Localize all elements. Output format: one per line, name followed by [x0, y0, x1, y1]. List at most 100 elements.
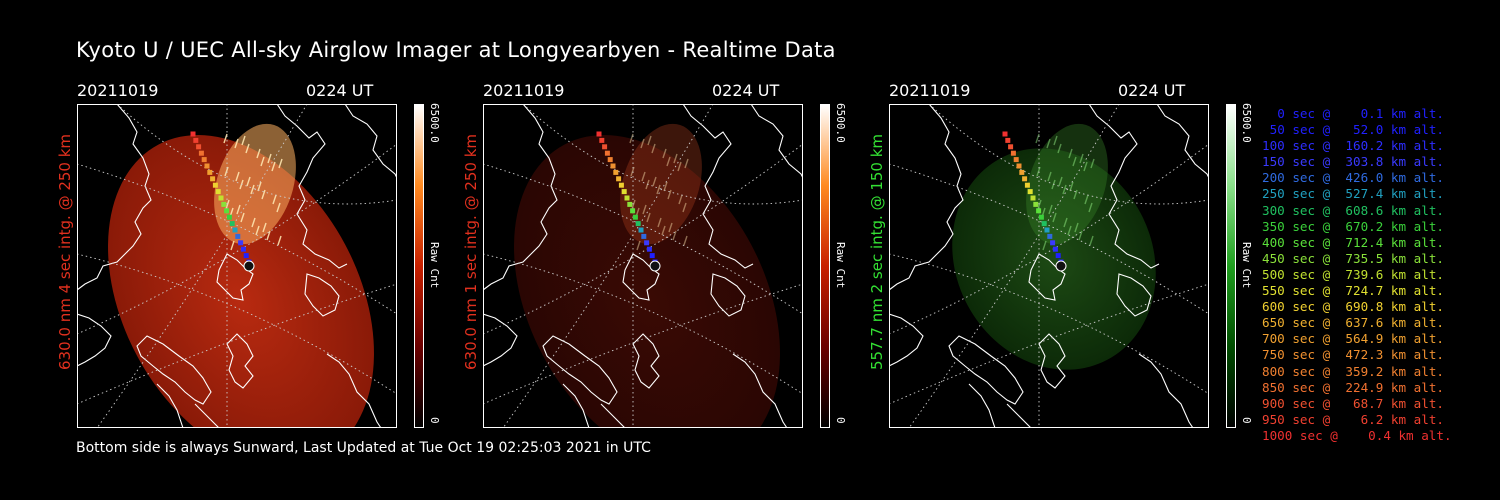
panel-2-time: 0224 UT — [712, 81, 780, 100]
panel-3-ylabel: 557.7 nm 2 sec intg. @ 150 km — [868, 133, 886, 370]
trajectory-point — [632, 214, 638, 220]
panel-1-cbar-unit: Raw Cnt — [428, 242, 441, 289]
panel-2-cbar-min: 0 — [834, 417, 847, 424]
trajectory-point — [235, 233, 241, 239]
panel-1-cbar-min: 0 — [428, 417, 441, 424]
legend-row: 500 sec @ 739.6 km alt. — [1262, 266, 1444, 282]
trajectory-point — [1033, 201, 1039, 207]
legend-row: 850 sec @ 224.9 km alt. — [1262, 379, 1444, 395]
panel-2-colorbar — [820, 104, 830, 428]
legend-row: 50 sec @ 52.0 km alt. — [1269, 122, 1444, 138]
trajectory-point — [638, 227, 644, 233]
trajectory-point — [207, 169, 213, 175]
panel-3-cbar-max: 6500.0 — [1240, 103, 1253, 143]
trajectory-point — [221, 201, 227, 207]
panel-3-cbar-min: 0 — [1240, 417, 1253, 424]
legend-row: 350 sec @ 670.2 km alt. — [1262, 218, 1444, 234]
trajectory-point — [635, 221, 641, 227]
trajectory-point — [604, 150, 610, 156]
panel-1-image — [76, 103, 398, 465]
trajectory-point — [1036, 208, 1042, 214]
trajectory-point — [607, 157, 613, 163]
trajectory-point — [641, 233, 647, 239]
trajectory-point — [1005, 137, 1011, 143]
trajectory-point — [193, 137, 199, 143]
trajectory-point — [232, 227, 238, 233]
trajectory-point — [624, 195, 630, 201]
trajectory-point — [1002, 131, 1008, 137]
trajectory-point — [1022, 176, 1028, 182]
panel-2-ylabel: 630.0 nm 1 sec intg. @ 250 km — [462, 133, 480, 370]
panel-2-cbar-unit: Raw Cnt — [834, 242, 847, 289]
trajectory-point — [215, 189, 221, 195]
trajectory-point — [201, 157, 207, 163]
legend-row: 300 sec @ 608.6 km alt. — [1262, 202, 1444, 218]
panel-3-image — [888, 103, 1210, 429]
legend-row: 100 sec @ 160.2 km alt. — [1262, 138, 1444, 154]
trajectory-point — [218, 195, 224, 201]
panel-1-time: 0224 UT — [306, 81, 374, 100]
trajectory-point — [649, 253, 655, 259]
panel-3-time: 0224 UT — [1118, 81, 1186, 100]
legend-row: 200 sec @ 426.0 km alt. — [1262, 170, 1444, 186]
trajectory-point — [621, 189, 627, 195]
trajectory-point — [1055, 253, 1061, 259]
trajectory-point — [224, 208, 230, 214]
trajectory-point — [616, 176, 622, 182]
trajectory-point — [1010, 150, 1016, 156]
trajectory-point — [627, 201, 633, 207]
trajectory-point — [613, 169, 619, 175]
trajectory-point — [1047, 233, 1053, 239]
trajectory-point — [196, 144, 202, 150]
trajectory-point — [240, 246, 246, 252]
trajectory-point — [646, 246, 652, 252]
panel-1-ylabel: 630.0 nm 4 sec intg. @ 250 km — [56, 133, 74, 370]
trajectory-point — [1050, 240, 1056, 246]
legend-row: 150 sec @ 303.8 km alt. — [1262, 154, 1444, 170]
trajectory-point — [630, 208, 636, 214]
trajectory-point — [212, 182, 218, 188]
legend-row: 550 sec @ 724.7 km alt. — [1262, 283, 1444, 299]
trajectory-point — [243, 253, 249, 259]
trajectory-point — [190, 131, 196, 137]
panel-1-date: 20211019 — [77, 81, 159, 100]
legend-row: 600 sec @ 690.8 km alt. — [1262, 299, 1444, 315]
legend-row: 1000 sec @ 0.4 km alt. — [1262, 427, 1452, 443]
legend-row: 700 sec @ 564.9 km alt. — [1262, 331, 1444, 347]
panel-3-date: 20211019 — [889, 81, 971, 100]
trajectory-point — [1030, 195, 1036, 201]
panel-3-svg — [888, 103, 1210, 429]
trajectory-point — [204, 163, 210, 169]
trajectory-point — [610, 163, 616, 169]
trajectory-point — [1027, 189, 1033, 195]
trajectory-point — [226, 214, 232, 220]
legend-row: 750 sec @ 472.3 km alt. — [1262, 347, 1444, 363]
trajectory-point — [238, 240, 244, 246]
trajectory-point — [1013, 157, 1019, 163]
legend-row: 900 sec @ 68.7 km alt. — [1262, 395, 1444, 411]
panel-3-cbar-unit: Raw Cnt — [1240, 242, 1253, 289]
trajectory-point — [618, 182, 624, 188]
trajectory-point — [644, 240, 650, 246]
legend-row: 450 sec @ 735.5 km alt. — [1262, 250, 1444, 266]
panel-1-colorbar — [414, 104, 424, 428]
legend-row: 400 sec @ 712.4 km alt. — [1262, 234, 1444, 250]
trajectory-point — [1008, 144, 1014, 150]
trajectory-point — [1016, 163, 1022, 169]
legend-row: 650 sec @ 637.6 km alt. — [1262, 315, 1444, 331]
trajectory-point — [198, 150, 204, 156]
trajectory-point — [1038, 214, 1044, 220]
trajectory-point — [1044, 227, 1050, 233]
trajectory-point — [602, 144, 608, 150]
trajectory-point — [1024, 182, 1030, 188]
trajectory-point — [1019, 169, 1025, 175]
footer-status: Bottom side is always Sunward, Last Upda… — [76, 440, 651, 456]
panel-2-cbar-max: 6500.0 — [834, 103, 847, 143]
panel-2-image — [482, 103, 804, 465]
trajectory-point — [599, 137, 605, 143]
trajectory-point — [229, 221, 235, 227]
trajectory-point — [1041, 221, 1047, 227]
trajectory-point — [596, 131, 602, 137]
panel-3-colorbar — [1226, 104, 1236, 428]
legend-row: 800 sec @ 359.2 km alt. — [1262, 363, 1444, 379]
